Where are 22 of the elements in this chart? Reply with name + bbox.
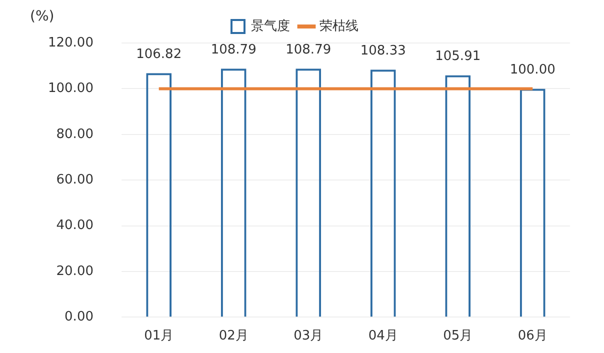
- y-tick-label: 20.00: [56, 264, 94, 279]
- x-tick-label: 05月: [443, 328, 473, 344]
- data-label: 108.79: [286, 42, 332, 58]
- data-label: 108.33: [360, 44, 406, 59]
- y-tick-label: 100.00: [48, 81, 94, 96]
- legend-label: 景气度: [251, 18, 290, 34]
- data-label: 105.91: [435, 49, 481, 64]
- x-tick-label: 04月: [368, 328, 398, 344]
- y-tick-label: 60.00: [56, 172, 94, 188]
- data-label: 106.82: [136, 46, 182, 62]
- x-tick-label: 01月: [144, 328, 174, 344]
- x-tick-label: 02月: [218, 328, 248, 344]
- y-axis-title: (%): [30, 8, 54, 25]
- y-tick-label: 0.00: [64, 310, 94, 325]
- legend-label: 荣枯线: [320, 18, 358, 34]
- y-tick-label: 120.00: [48, 35, 94, 50]
- data-label: 100.00: [510, 62, 556, 78]
- x-tick-label: 03月: [294, 328, 324, 344]
- x-tick-label: 06月: [518, 328, 548, 344]
- data-label: 108.79: [210, 42, 256, 58]
- y-tick-label: 40.00: [56, 218, 94, 234]
- y-tick-label: 80.00: [56, 126, 94, 142]
